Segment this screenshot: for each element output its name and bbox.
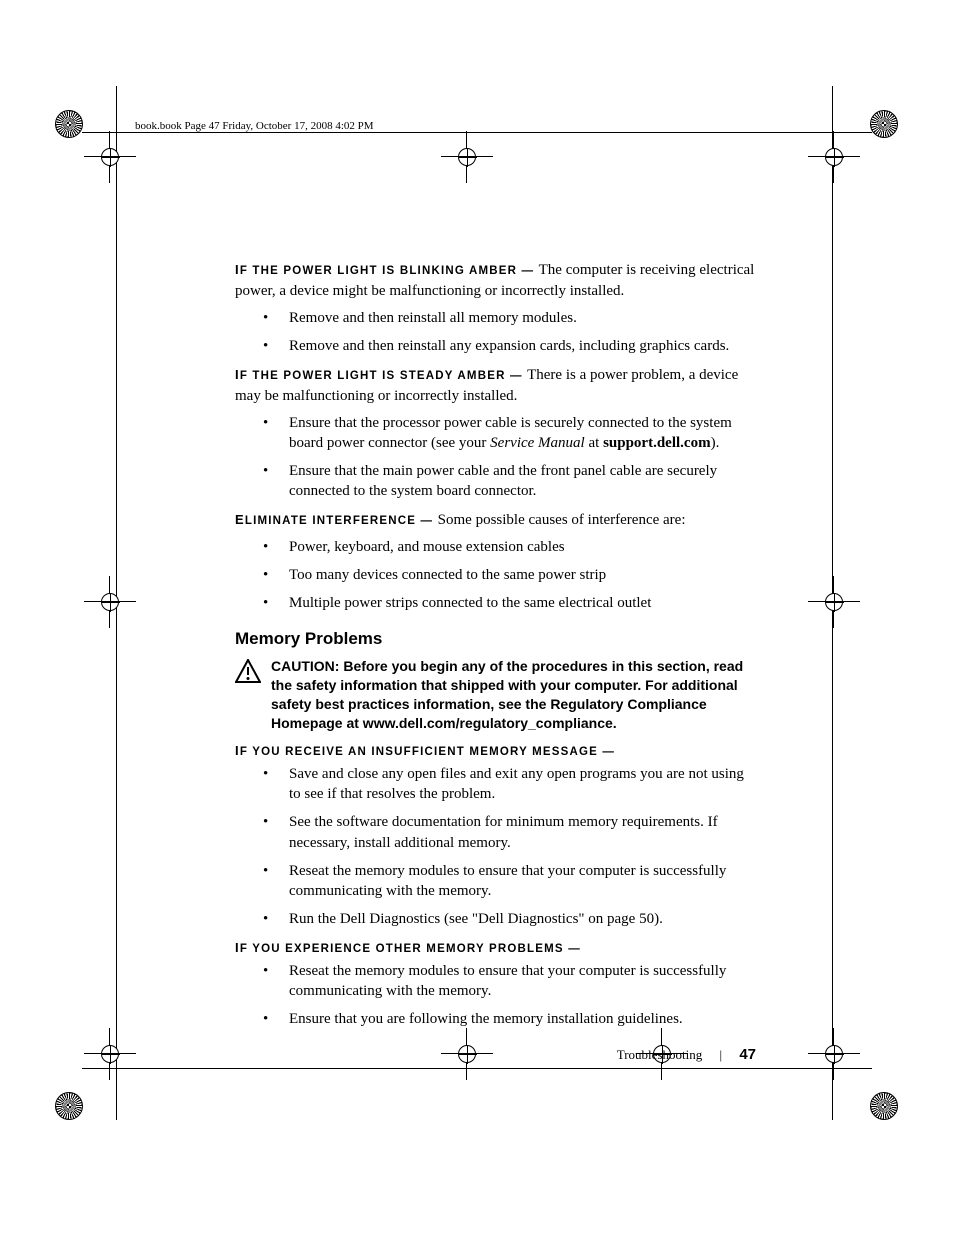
list-text: ). <box>711 435 720 451</box>
list-item: Multiple power strips connected to the s… <box>253 593 755 613</box>
runin-body: Some possible causes of interference are… <box>438 512 686 528</box>
radial-mark-icon <box>55 1092 83 1120</box>
paragraph-steady-amber: IF THE POWER LIGHT IS STEADY AMBER — The… <box>235 365 755 407</box>
caution-label: CAUTION: <box>271 658 343 674</box>
list-item: See the software documentation for minim… <box>253 812 755 853</box>
runin-label: F THE POWER LIGHT IS BLINKING AMBER — <box>240 265 539 277</box>
crosshair-icon <box>822 145 846 169</box>
runin-label: F YOU RECEIVE AN INSUFFICIENT MEMORY MES… <box>240 746 615 758</box>
runin-first-letter: E <box>235 512 245 527</box>
heading-memory-problems: Memory Problems <box>235 629 755 649</box>
runin-label: LIMINATE INTERFERENCE — <box>245 515 438 527</box>
page-content: IF THE POWER LIGHT IS BLINKING AMBER — T… <box>235 260 755 1037</box>
crosshair-icon <box>822 590 846 614</box>
list-item: Too many devices connected to the same p… <box>253 565 755 585</box>
paragraph-eliminate-interference: ELIMINATE INTERFERENCE — Some possible c… <box>235 510 755 531</box>
list-text-bold: support.dell.com <box>603 435 711 451</box>
list-item: Power, keyboard, and mouse extension cab… <box>253 537 755 557</box>
list-item: Reseat the memory modules to ensure that… <box>253 961 755 1002</box>
list-item: Remove and then reinstall all memory mod… <box>253 308 755 328</box>
bullet-list: Power, keyboard, and mouse extension cab… <box>235 537 755 614</box>
list-item: Ensure that you are following the memory… <box>253 1009 755 1029</box>
running-head: book.book Page 47 Friday, October 17, 20… <box>135 120 374 132</box>
caution-block: CAUTION: Before you begin any of the pro… <box>235 657 755 733</box>
radial-mark-icon <box>870 1092 898 1120</box>
page-footer: Troubleshooting | 47 <box>617 1046 756 1063</box>
list-item: Ensure that the main power cable and the… <box>253 461 755 502</box>
crosshair-icon <box>98 145 122 169</box>
bullet-list: Remove and then reinstall all memory mod… <box>235 308 755 357</box>
radial-mark-icon <box>55 110 83 138</box>
bullet-list: Save and close any open files and exit a… <box>235 764 755 930</box>
paragraph-blinking-amber: IF THE POWER LIGHT IS BLINKING AMBER — T… <box>235 260 755 302</box>
list-text-italic: Service Manual <box>490 435 585 451</box>
runin-label: F THE POWER LIGHT IS STEADY AMBER — <box>240 370 527 382</box>
runin-label: F YOU EXPERIENCE OTHER MEMORY PROBLEMS — <box>240 943 581 955</box>
bullet-list: Ensure that the processor power cable is… <box>235 413 755 502</box>
list-item: Remove and then reinstall any expansion … <box>253 336 755 356</box>
bullet-list: Reseat the memory modules to ensure that… <box>235 961 755 1030</box>
footer-page-number: 47 <box>739 1046 756 1063</box>
footer-separator: | <box>719 1047 722 1062</box>
list-item: Save and close any open files and exit a… <box>253 764 755 805</box>
list-item: Reseat the memory modules to ensure that… <box>253 861 755 902</box>
footer-section: Troubleshooting <box>617 1047 702 1062</box>
subheading-other-memory: IF YOU EXPERIENCE OTHER MEMORY PROBLEMS … <box>235 940 755 955</box>
subheading-insufficient-memory: IF YOU RECEIVE AN INSUFFICIENT MEMORY ME… <box>235 743 755 758</box>
list-text: at <box>585 435 603 451</box>
crop-line-h <box>82 1068 872 1069</box>
caution-text: CAUTION: Before you begin any of the pro… <box>271 657 755 733</box>
warning-icon <box>235 659 261 688</box>
crop-line-h <box>82 132 872 133</box>
radial-mark-icon <box>870 110 898 138</box>
crosshair-icon <box>455 145 479 169</box>
list-item: Run the Dell Diagnostics (see "Dell Diag… <box>253 909 755 929</box>
crosshair-icon <box>822 1042 846 1066</box>
crosshair-icon <box>98 1042 122 1066</box>
crosshair-icon <box>455 1042 479 1066</box>
crosshair-icon <box>98 590 122 614</box>
list-item: Ensure that the processor power cable is… <box>253 413 755 454</box>
